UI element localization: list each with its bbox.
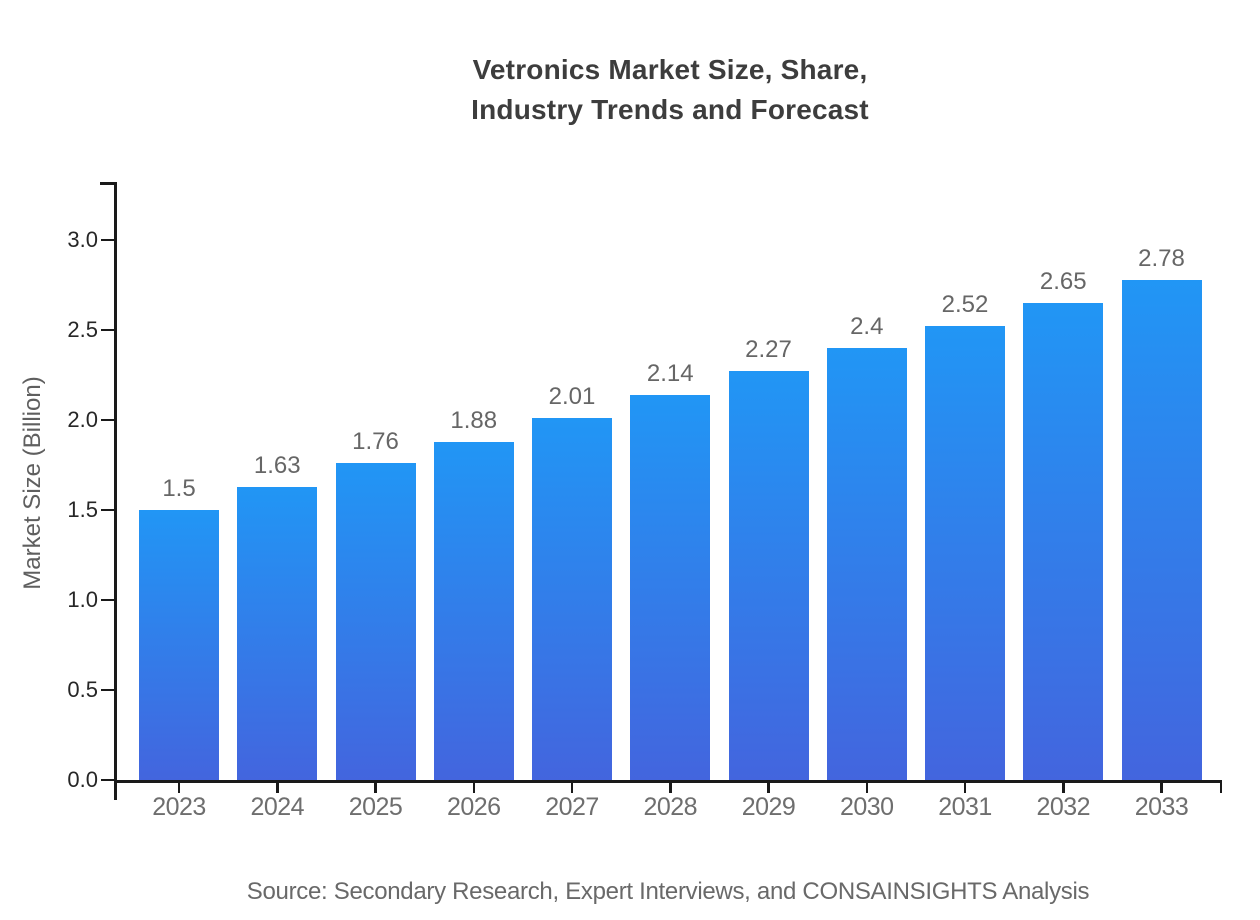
y-tick-label: 2.5 [67, 317, 98, 342]
x-axis-tick [669, 782, 672, 793]
x-axis-tick [963, 782, 967, 793]
x-tick-label: 2030 [839, 793, 894, 821]
y-axis-top-cap [100, 182, 117, 185]
bar [237, 486, 318, 780]
y-axis-line [114, 182, 117, 800]
bar-value-label: 1.63 [253, 451, 301, 479]
x-tick-label: 2023 [152, 793, 206, 821]
x-axis-tick [177, 782, 181, 793]
x-axis-tick [1062, 782, 1065, 793]
x-tick-label: 2029 [741, 793, 796, 821]
y-axis-tick [101, 508, 114, 512]
x-axis-tick [472, 782, 475, 793]
bar-value-label: 2.14 [646, 359, 694, 387]
x-axis-tick [865, 782, 868, 793]
bar-value-label: 2.01 [548, 383, 596, 411]
x-axis-end-cap [1219, 780, 1222, 793]
x-tick-label: 2028 [643, 793, 698, 821]
y-axis-title: Market Size (Billion) [19, 376, 46, 590]
x-tick-label: 2031 [938, 793, 992, 821]
y-tick-label: 0.0 [67, 767, 98, 792]
y-tick-label: 0.5 [67, 677, 98, 702]
source-note: Source: Secondary Research, Expert Inter… [246, 878, 1090, 905]
y-tick-label: 1.0 [67, 587, 98, 612]
x-tick-label: 2032 [1036, 793, 1091, 821]
x-tick-label: 2033 [1134, 793, 1189, 821]
y-axis-tick [101, 328, 114, 332]
bar [826, 348, 907, 780]
x-axis-tick [767, 782, 770, 793]
y-axis-tick [101, 688, 114, 692]
bar [139, 510, 219, 780]
y-tick-label: 1.5 [67, 497, 98, 522]
x-tick-label: 2025 [348, 793, 403, 821]
y-tick-label: 2.0 [67, 407, 98, 432]
bar [433, 441, 514, 780]
bar-value-label: 1.88 [450, 406, 498, 434]
bar [1023, 303, 1104, 780]
bar-value-label: 2.27 [745, 336, 792, 364]
y-axis-tick [101, 778, 114, 782]
bar-value-label: 2.78 [1138, 244, 1185, 272]
x-tick-label: 2026 [446, 793, 501, 821]
bar [630, 394, 711, 780]
x-axis-tick [276, 782, 279, 793]
bar-value-label: 1.76 [352, 428, 399, 456]
y-axis-tick [101, 598, 114, 602]
bar [925, 326, 1005, 780]
x-axis-tick [1160, 782, 1163, 793]
x-axis-line [114, 780, 1222, 783]
y-axis-tick [101, 418, 114, 422]
y-axis-tick [101, 238, 114, 242]
bar-value-label: 2.52 [941, 291, 989, 319]
x-axis-tick [374, 782, 377, 793]
bar-value-label: 1.5 [162, 475, 196, 502]
bar [335, 463, 416, 780]
bar-value-label: 2.4 [850, 313, 884, 340]
bar [1121, 279, 1202, 780]
chart-title: Vetronics Market Size, Share, Industry T… [471, 54, 869, 125]
bar-value-label: 2.65 [1039, 268, 1087, 295]
bar [728, 371, 809, 780]
x-tick-label: 2024 [250, 793, 305, 821]
bar [532, 418, 612, 780]
x-tick-label: 2027 [545, 793, 599, 821]
x-axis-tick [570, 782, 574, 793]
y-tick-label: 3.0 [67, 227, 98, 252]
